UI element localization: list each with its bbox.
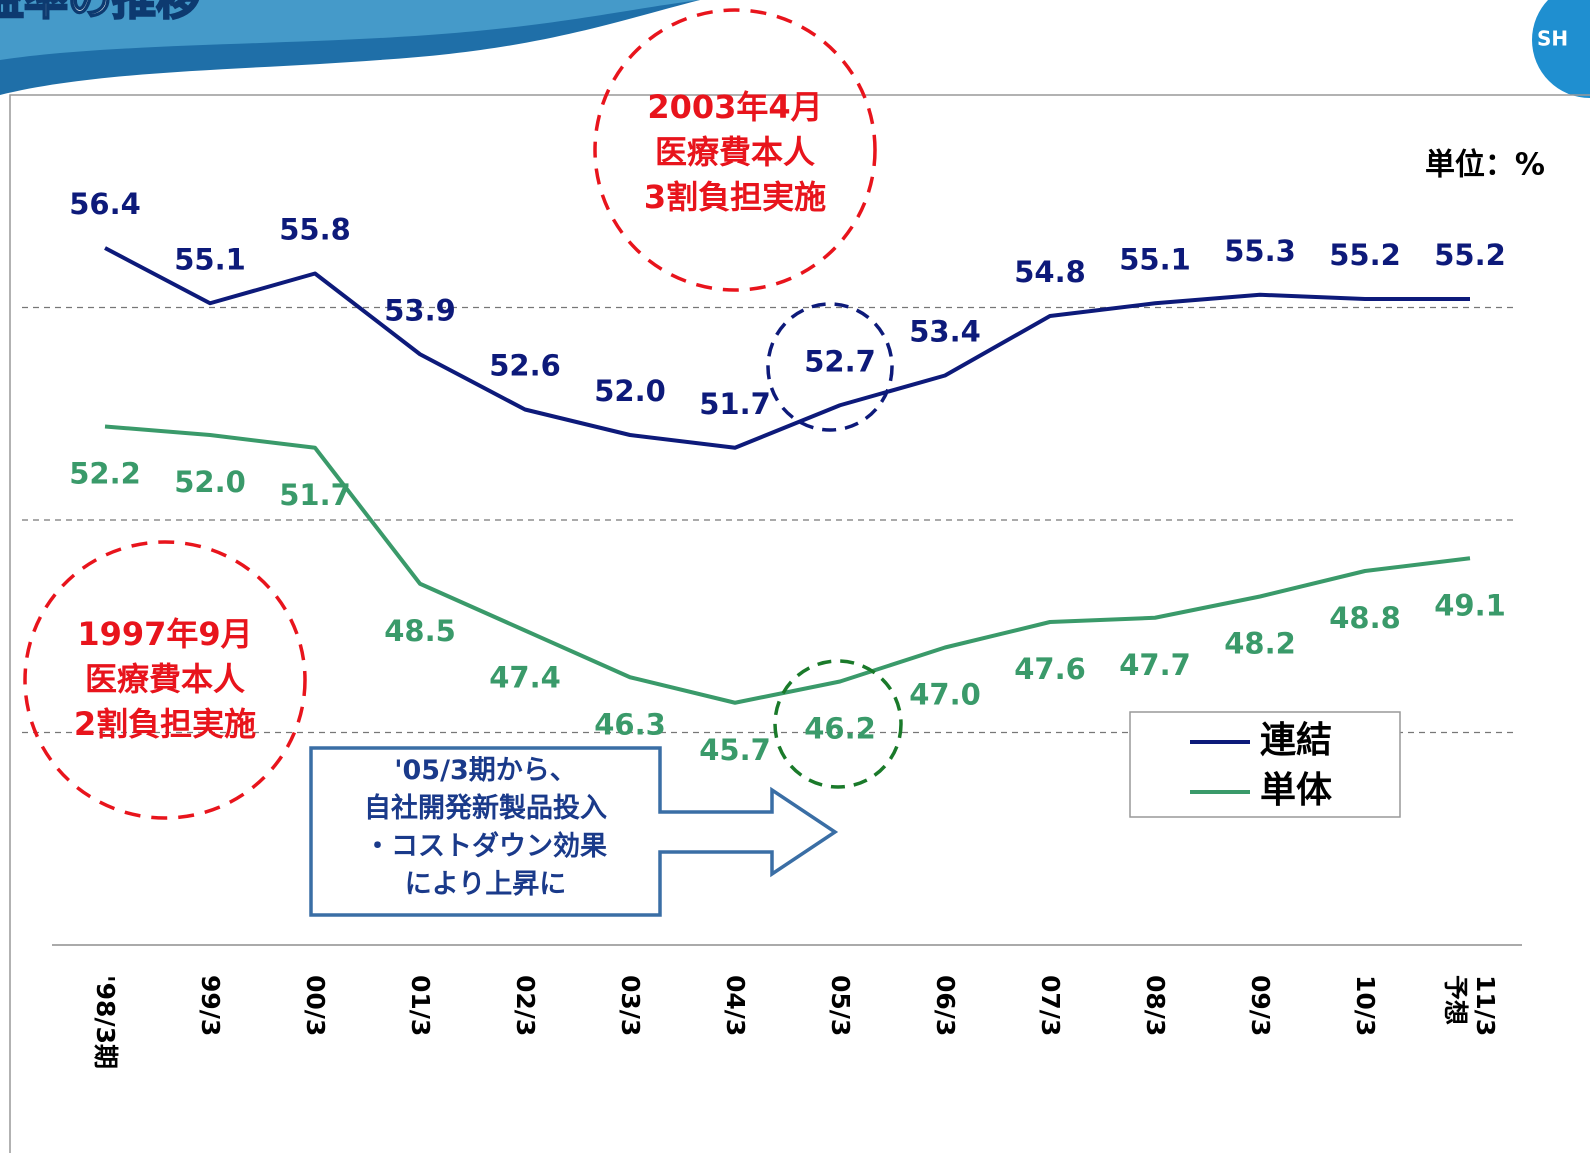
annotation: '05/3期から、 自社開発新製品投入 ・コストダウン効果 により上昇に [364,755,607,900]
header-shine [0,0,700,60]
highlight-circle [766,302,894,432]
data-label: 55.1 [174,242,246,276]
x-tick-label: 05/3 [826,975,855,1037]
x-tick-label: 02/3 [511,975,540,1037]
data-label: 47.7 [1119,648,1191,682]
x-tick-label: 00/3 [301,975,330,1037]
data-label: 51.7 [279,478,351,512]
x-tick-label: 08/3 [1141,975,1170,1037]
line [104,246,1470,450]
data-label: 52.7 [804,344,876,378]
data-label: 48.5 [384,614,456,648]
x-tick-label: 99/3 [196,975,225,1037]
data-label: 55.8 [279,213,351,247]
data-label: 52.2 [69,457,141,491]
x-tick-label: 03/3 [616,975,645,1037]
data-label: 55.1 [1119,242,1191,276]
arrow-box [309,746,839,917]
data-label: 51.7 [699,387,771,421]
data-label: 55.3 [1224,234,1296,268]
x-tick-label: 07/3 [1036,975,1065,1037]
logo-text: SH [1537,27,1568,51]
x-tick-label: 04/3 [721,975,750,1037]
data-label: 52.0 [594,374,666,408]
data-label: 55.2 [1434,238,1506,272]
x-tick-label: 01/3 [406,975,435,1037]
data-label: 56.4 [69,187,141,221]
x-tick-label: 06/3 [931,975,960,1037]
logo [1532,0,1590,98]
legend-label: 連結 [1260,720,1332,761]
x-tick-label: 09/3 [1246,975,1275,1037]
data-label: 46.2 [804,712,876,746]
data-label: 49.1 [1434,588,1506,622]
data-label: 46.3 [594,707,666,741]
data-label: 53.4 [909,315,981,349]
data-label: 48.2 [1224,627,1296,661]
data-label: 52.0 [174,465,246,499]
data-label: 47.6 [1014,652,1086,686]
plot-border [9,94,1590,1153]
data-label: 55.2 [1329,238,1401,272]
annotation: 2003年4月 医療費本人 3割負担実施 [643,88,827,216]
legend-box [1129,711,1401,818]
annotation: 1997年9月 医療費本人 2割負担実施 [73,615,257,743]
unit-label: 単位：% [1425,148,1545,183]
x-tick-label: '98/3期 [91,975,120,1069]
x-tick-label: 10/3 [1351,975,1380,1037]
line [104,424,1471,705]
data-label: 47.4 [489,661,561,695]
callout-circle [593,8,877,292]
legend-label: 単体 [1260,770,1332,811]
data-label: 52.6 [489,349,561,383]
data-label: 53.9 [384,293,456,327]
callout-circle [23,540,307,820]
data-label: 54.8 [1014,255,1086,289]
data-label: 47.0 [909,678,981,712]
data-label: 45.7 [699,733,771,767]
chart-title: 益率の推移 [0,0,200,25]
x-tick-label: 11/3 予想 [1441,975,1500,1037]
highlight-circle [773,659,903,789]
data-label: 48.8 [1329,601,1401,635]
